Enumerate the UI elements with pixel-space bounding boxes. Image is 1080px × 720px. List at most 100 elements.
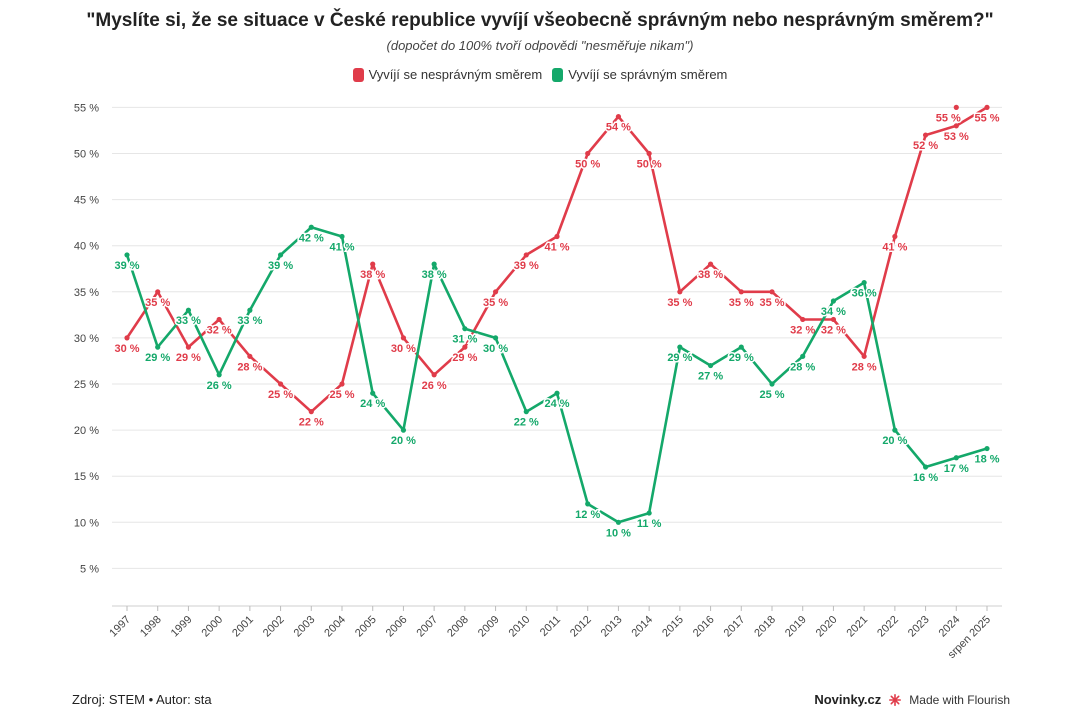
data-point xyxy=(646,150,652,157)
data-label: 26 % xyxy=(422,380,447,392)
data-label: 54 % xyxy=(606,122,631,134)
y-tick-label: 10 % xyxy=(74,517,99,529)
data-label: 41 % xyxy=(544,241,569,253)
data-point xyxy=(892,427,898,433)
data-point xyxy=(308,224,314,230)
data-point xyxy=(585,501,591,507)
data-point xyxy=(677,289,683,295)
data-point xyxy=(922,464,929,470)
data-label: 31 % xyxy=(452,334,477,346)
data-point xyxy=(431,261,437,267)
y-tick-label: 20 % xyxy=(74,425,99,437)
data-point xyxy=(308,409,314,415)
data-label: 28 % xyxy=(237,361,262,373)
data-label: 26 % xyxy=(207,380,232,392)
data-point xyxy=(738,344,744,350)
data-point xyxy=(247,307,253,313)
x-tick-label: 2020 xyxy=(814,614,840,640)
data-label: 10 % xyxy=(606,527,631,539)
data-label: 39 % xyxy=(114,260,139,272)
data-label: 27 % xyxy=(698,371,723,383)
data-point xyxy=(800,353,806,359)
data-label: 55 % xyxy=(974,112,999,124)
data-point xyxy=(431,372,437,378)
data-point xyxy=(707,261,714,267)
data-label: 50 % xyxy=(575,159,600,171)
data-point xyxy=(953,455,959,461)
data-label: 35 % xyxy=(667,297,692,309)
data-label: 35 % xyxy=(145,297,170,309)
data-label: 41 % xyxy=(882,241,907,253)
x-tick-label: 2019 xyxy=(783,614,809,640)
data-label: 38 % xyxy=(422,269,447,281)
data-label: 35 % xyxy=(483,297,508,309)
data-point xyxy=(492,289,499,295)
data-point xyxy=(769,381,775,387)
data-point xyxy=(953,123,959,129)
data-point xyxy=(492,335,499,341)
data-label: 20 % xyxy=(391,435,416,447)
brand-logo[interactable]: Novinky.cz xyxy=(814,692,882,707)
legend-swatch-wrong xyxy=(352,67,364,82)
data-point xyxy=(400,335,407,341)
y-tick-label: 35 % xyxy=(74,287,99,299)
data-label: 25 % xyxy=(759,389,784,401)
data-point xyxy=(554,390,560,396)
y-tick-label: 50 % xyxy=(74,149,99,161)
x-tick-label: 2024 xyxy=(937,614,963,640)
data-label: 33 % xyxy=(237,315,262,327)
x-tick-label: 2023 xyxy=(906,614,932,640)
data-label: 39 % xyxy=(514,260,539,272)
data-point xyxy=(400,427,407,433)
data-label: 28 % xyxy=(852,361,877,373)
x-tick-label: 2017 xyxy=(722,614,748,640)
y-tick-label: 55 % xyxy=(74,102,99,114)
series-line-right xyxy=(125,226,989,524)
x-tick-label: 2021 xyxy=(844,614,870,640)
data-label: 35 % xyxy=(759,297,784,309)
legend-item-right[interactable]: Vyvíjí se správným směrem xyxy=(552,67,727,82)
data-label: 38 % xyxy=(360,269,385,281)
x-tick-label: 2003 xyxy=(292,614,318,640)
data-label: 33 % xyxy=(176,315,201,327)
data-label: 42 % xyxy=(299,232,324,244)
y-tick-label: 15 % xyxy=(74,471,99,483)
data-point xyxy=(738,289,744,295)
data-point xyxy=(585,150,591,157)
data-point xyxy=(892,233,898,240)
x-tick-label: 2005 xyxy=(353,614,379,640)
data-point xyxy=(984,445,990,452)
data-label: 41 % xyxy=(329,241,354,253)
legend-item-wrong[interactable]: Vyvíjí se nesprávným směrem xyxy=(352,67,542,82)
data-point xyxy=(953,104,959,110)
data-label: 53 % xyxy=(944,131,969,143)
data-point xyxy=(462,326,468,332)
x-tick-label: 2014 xyxy=(629,614,655,640)
x-tick-label: 2012 xyxy=(568,614,594,640)
y-tick-label: 40 % xyxy=(74,241,99,253)
data-label: 29 % xyxy=(667,352,692,364)
data-point xyxy=(554,233,560,240)
data-point xyxy=(830,298,837,304)
x-tick-label: 2009 xyxy=(476,614,502,640)
source-credit: Zdroj: STEM • Autor: sta xyxy=(72,692,212,707)
data-label: 17 % xyxy=(944,463,969,475)
x-tick-label: 2004 xyxy=(322,614,348,640)
legend-label-right: Vyvíjí se správným směrem xyxy=(568,67,728,82)
made-with-flourish-link[interactable]: Made with Flourish xyxy=(909,692,1010,707)
data-label: 20 % xyxy=(882,435,907,447)
y-tick-label: 30 % xyxy=(74,333,99,345)
data-label: 52 % xyxy=(913,140,938,152)
flourish-icon xyxy=(889,693,902,706)
data-label: 32 % xyxy=(821,324,846,336)
x-tick-label: 2000 xyxy=(199,614,225,640)
data-label: 22 % xyxy=(299,417,324,429)
data-label: 18 % xyxy=(974,454,999,466)
x-tick-label: 1999 xyxy=(169,614,195,640)
data-point xyxy=(155,289,161,295)
data-point xyxy=(124,252,130,258)
data-point xyxy=(247,353,253,359)
data-label: 29 % xyxy=(145,352,170,364)
data-point xyxy=(769,289,775,295)
